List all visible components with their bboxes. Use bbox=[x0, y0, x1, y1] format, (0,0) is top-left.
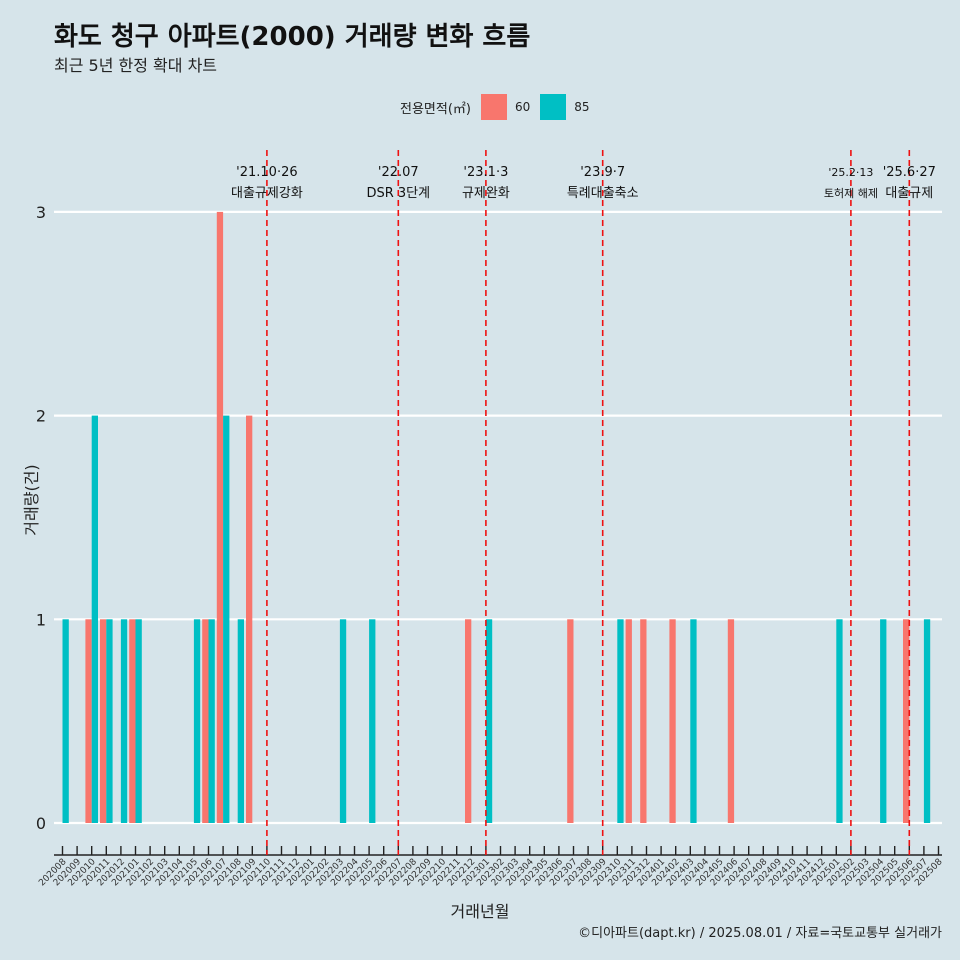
bar-60-202011 bbox=[100, 619, 107, 823]
source-caption: ©디아파트(dapt.kr) / 2025.08.01 / 자료=국토교통부 실… bbox=[578, 926, 942, 941]
bar-85-202106 bbox=[208, 619, 215, 823]
y-axis-label: 거래량(건) bbox=[22, 464, 41, 536]
y-tick-label: 3 bbox=[36, 203, 46, 222]
bar-85-202101 bbox=[135, 619, 142, 823]
event-label-date: '25.6·27 bbox=[883, 165, 936, 180]
bar-60-202402 bbox=[669, 619, 676, 823]
bar-60-202312 bbox=[640, 619, 647, 823]
bar-60-202107 bbox=[216, 211, 224, 823]
bar-85-202205 bbox=[369, 619, 376, 823]
chart-title: 화도 청구 아파트(2000) 거래량 변화 흐름 bbox=[54, 22, 531, 52]
bar-85-202105 bbox=[193, 619, 201, 823]
bar-85-202012 bbox=[120, 619, 128, 823]
y-tick-label: 2 bbox=[36, 407, 46, 426]
bar-85-202301 bbox=[485, 619, 493, 823]
bar-85-202507 bbox=[923, 619, 931, 823]
event-label-text: 토허제 해제 bbox=[824, 186, 878, 200]
bar-85-202107 bbox=[223, 415, 230, 823]
bar-85-202203 bbox=[339, 619, 347, 823]
legend-label-85: 85 bbox=[574, 100, 590, 114]
bar-85-202010 bbox=[91, 415, 98, 823]
bar-60-202212 bbox=[465, 619, 472, 823]
bar-60-202506 bbox=[903, 619, 910, 823]
legend-swatch-60 bbox=[480, 94, 507, 120]
bar-85-202011 bbox=[106, 619, 113, 823]
bar-60-202307 bbox=[567, 619, 574, 823]
bar-60-202406 bbox=[727, 619, 735, 823]
event-label-date: '23.1·3 bbox=[463, 165, 508, 180]
y-tick-label: 1 bbox=[36, 610, 46, 629]
bar-85-202008 bbox=[62, 619, 69, 823]
bar-85-202501 bbox=[836, 619, 843, 823]
legend-swatch-85 bbox=[540, 94, 567, 120]
bar-85-202108 bbox=[237, 619, 244, 823]
bar-85-202403 bbox=[690, 619, 697, 823]
legend-label-60: 60 bbox=[514, 100, 531, 114]
event-label-date: '21.10·26 bbox=[236, 165, 297, 180]
bar-60-202106 bbox=[202, 619, 209, 823]
bar-60-202101 bbox=[129, 619, 136, 823]
bar-85-202504 bbox=[880, 619, 887, 823]
legend-title: 전용면적(㎡) bbox=[400, 101, 471, 117]
event-label-date: '23.9·7 bbox=[580, 165, 625, 180]
event-label-text: 대출규제강화 bbox=[231, 186, 303, 201]
event-label-text: DSR 3단계 bbox=[366, 186, 430, 201]
bar-85-202310 bbox=[617, 619, 624, 823]
event-label-text: 특례대출축소 bbox=[567, 186, 639, 201]
chart-subtitle: 최근 5년 한정 확대 차트 bbox=[54, 56, 218, 75]
bar-60-202010 bbox=[85, 619, 92, 823]
event-label-text: 규제완화 bbox=[462, 186, 510, 201]
x-axis-label: 거래년월 bbox=[450, 902, 510, 921]
event-label-date: '25.2·13 bbox=[828, 166, 873, 179]
bar-60-202311 bbox=[625, 619, 632, 823]
event-label-text: 대출규제 bbox=[885, 186, 933, 201]
y-tick-label: 0 bbox=[36, 814, 46, 833]
bar-60-202109 bbox=[246, 415, 253, 823]
event-label-date: '22.07 bbox=[378, 165, 419, 180]
legend: 전용면적(㎡) 60 85 bbox=[400, 93, 590, 121]
